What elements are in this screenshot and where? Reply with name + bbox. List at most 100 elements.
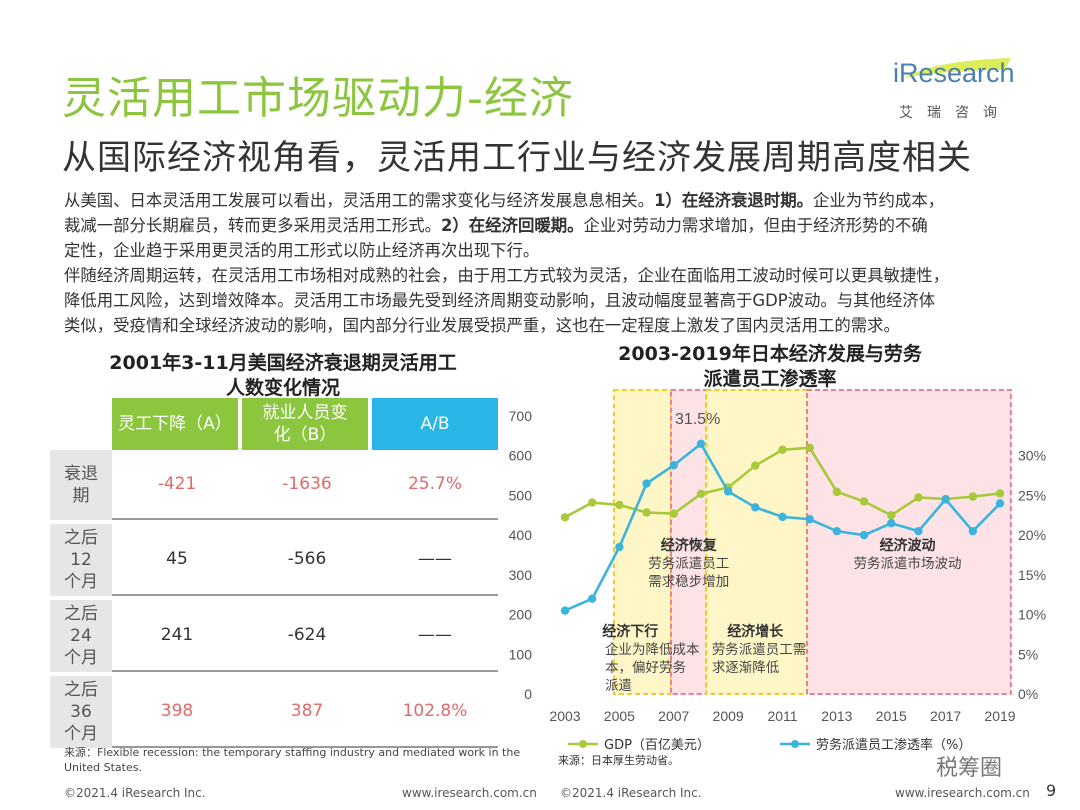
cell-ab: 102.8% (372, 676, 498, 748)
y-right-tick: 15% (1018, 567, 1046, 583)
period-heading: 经济增长 (727, 623, 784, 640)
series-point-1 (968, 526, 978, 536)
x-tick: 2007 (658, 708, 689, 724)
series-point-1 (859, 530, 869, 540)
series-point-1 (832, 526, 842, 536)
y-left-tick: 100 (509, 646, 533, 662)
series-point-0 (832, 487, 842, 497)
x-tick: 2019 (984, 708, 1015, 724)
series-point-0 (805, 443, 814, 452)
series-point-0 (669, 509, 678, 518)
cell-b: -566 (242, 524, 372, 596)
period-note: 劳务派遣市场波动 (854, 555, 962, 572)
cell-a: 398 (112, 676, 242, 748)
header-b: 就业人员变 化（B） (242, 398, 368, 450)
period-note: 本，偏好劳务 (605, 660, 686, 676)
row-label: 之后 12 个月 (50, 524, 112, 596)
series-point-1 (560, 606, 570, 615)
y-left-tick: 600 (509, 448, 533, 464)
series-point-0 (995, 489, 1005, 498)
x-tick: 2005 (604, 708, 635, 724)
y-right-tick: 0% (1018, 686, 1038, 702)
iresearch-logo: iResearch 艾瑞咨询 (893, 58, 1023, 128)
series-point-0 (560, 513, 570, 522)
header-ab: A/B (372, 398, 498, 450)
cell-b: -1636 (242, 450, 372, 520)
peak-label: 31.5% (675, 411, 720, 428)
footer-url-left: www.iresearch.com.cn (402, 786, 537, 800)
japan-chart: 0 100 200 300 400 500 600 700 0% 5% 10% 15% 20% 25% 30… (509, 389, 1046, 767)
cell-a: 241 (112, 600, 242, 672)
y-left-tick: 200 (509, 607, 533, 623)
y-left-tick: 300 (509, 567, 533, 583)
cell-a: 45 (112, 524, 242, 596)
table-title: 2001年3-11月美国经济衰退期灵活用工 人数变化情况 (109, 352, 457, 399)
table-source: 来源：Flexible recession: the temporary sta… (64, 746, 521, 774)
y-left-tick: 0 (524, 686, 532, 702)
series-point-1 (914, 526, 923, 536)
legend-label: GDP（百亿美元） (604, 738, 710, 753)
series-point-1 (778, 512, 787, 522)
header-a: 灵工下降（A） (112, 398, 238, 450)
series-point-0 (968, 492, 978, 501)
series-point-1 (642, 479, 651, 488)
series-point-1 (941, 495, 950, 504)
period-note: 需求稳步增加 (648, 574, 729, 590)
y-right-tick: 20% (1018, 527, 1046, 543)
x-tick: 2009 (713, 708, 744, 724)
row-label: 之后 36 个月 (50, 676, 112, 748)
logo-sub-text: 艾瑞咨询 (899, 105, 1011, 121)
table-row: 之后 12 个月 45 -566 —— (50, 524, 498, 596)
series-point-0 (615, 500, 624, 510)
series-point-1 (615, 542, 624, 552)
cell-ab: —— (372, 600, 498, 672)
page-number: 9 (1046, 781, 1057, 800)
series-point-0 (587, 498, 597, 507)
x-tick: 2017 (930, 708, 961, 724)
series-point-0 (778, 445, 787, 454)
y-right-tick: 10% (1018, 607, 1046, 623)
y-left-tick: 500 (509, 487, 533, 503)
x-tick: 2003 (549, 708, 580, 724)
series-point-0 (887, 511, 896, 520)
y-right-tick: 30% (1018, 448, 1046, 464)
legend-label: 劳务派遣员工渗透率（%） (816, 737, 971, 753)
chart-source: 来源：日本厚生劳动省。 (558, 753, 679, 767)
legend-marker-0 (579, 740, 587, 748)
y-left-tick: 400 (509, 527, 533, 543)
period-note: 企业为降低成本 (605, 641, 700, 658)
chart-title: 2003-2019年日本经济发展与劳务 派遣员工渗透率 (618, 343, 922, 390)
series-point-0 (696, 489, 706, 499)
footer-copyright-left: ©2021.4 iResearch Inc. (64, 786, 206, 800)
period-heading: 经济下行 (602, 623, 658, 640)
logo-swoosh-icon (903, 58, 1011, 78)
y-right-tick: 25% (1018, 487, 1046, 503)
series-point-0 (859, 497, 869, 506)
series-point-1 (887, 519, 896, 528)
period-box-0 (612, 389, 673, 695)
x-tick: 2015 (876, 708, 907, 724)
footer-copyright-right: ©2021.4 iResearch Inc. (560, 786, 702, 800)
legend-marker-1 (791, 740, 799, 748)
series-point-1 (751, 503, 760, 512)
series-point-1 (805, 515, 814, 524)
series-point-1 (669, 461, 678, 470)
period-box-3 (805, 389, 1012, 695)
cell-b: -624 (242, 600, 372, 672)
x-tick: 2013 (821, 708, 852, 724)
watermark-text: 税筹圈 (936, 756, 1003, 781)
recession-table: 灵工下降（A） 就业人员变 化（B） A/B 衰退期 -421 -1636 25.… (50, 398, 498, 748)
period-heading: 经济恢复 (661, 537, 718, 554)
series-point-0 (642, 508, 651, 517)
period-note: 劳务派遣员工需 (712, 642, 807, 658)
footer-url-right: www.iresearch.com.cn (895, 786, 1030, 800)
table-row: 之后 36 个月 398 387 102.8% (50, 676, 498, 748)
series-point-1 (696, 439, 706, 448)
y-right-tick: 5% (1018, 646, 1038, 662)
cell-b: 387 (242, 676, 372, 748)
page-subtitle: 从国际经济视角看，灵活用工行业与经济发展周期高度相关 (62, 138, 972, 178)
body-paragraph: 从美国、日本灵活用工发展可以看出，灵活用工的需求变化与经济发展息息相关。1）在经… (64, 191, 950, 335)
period-note: 派遣 (605, 678, 632, 694)
table-row: 衰退期 -421 -1636 25.7% (50, 450, 498, 520)
